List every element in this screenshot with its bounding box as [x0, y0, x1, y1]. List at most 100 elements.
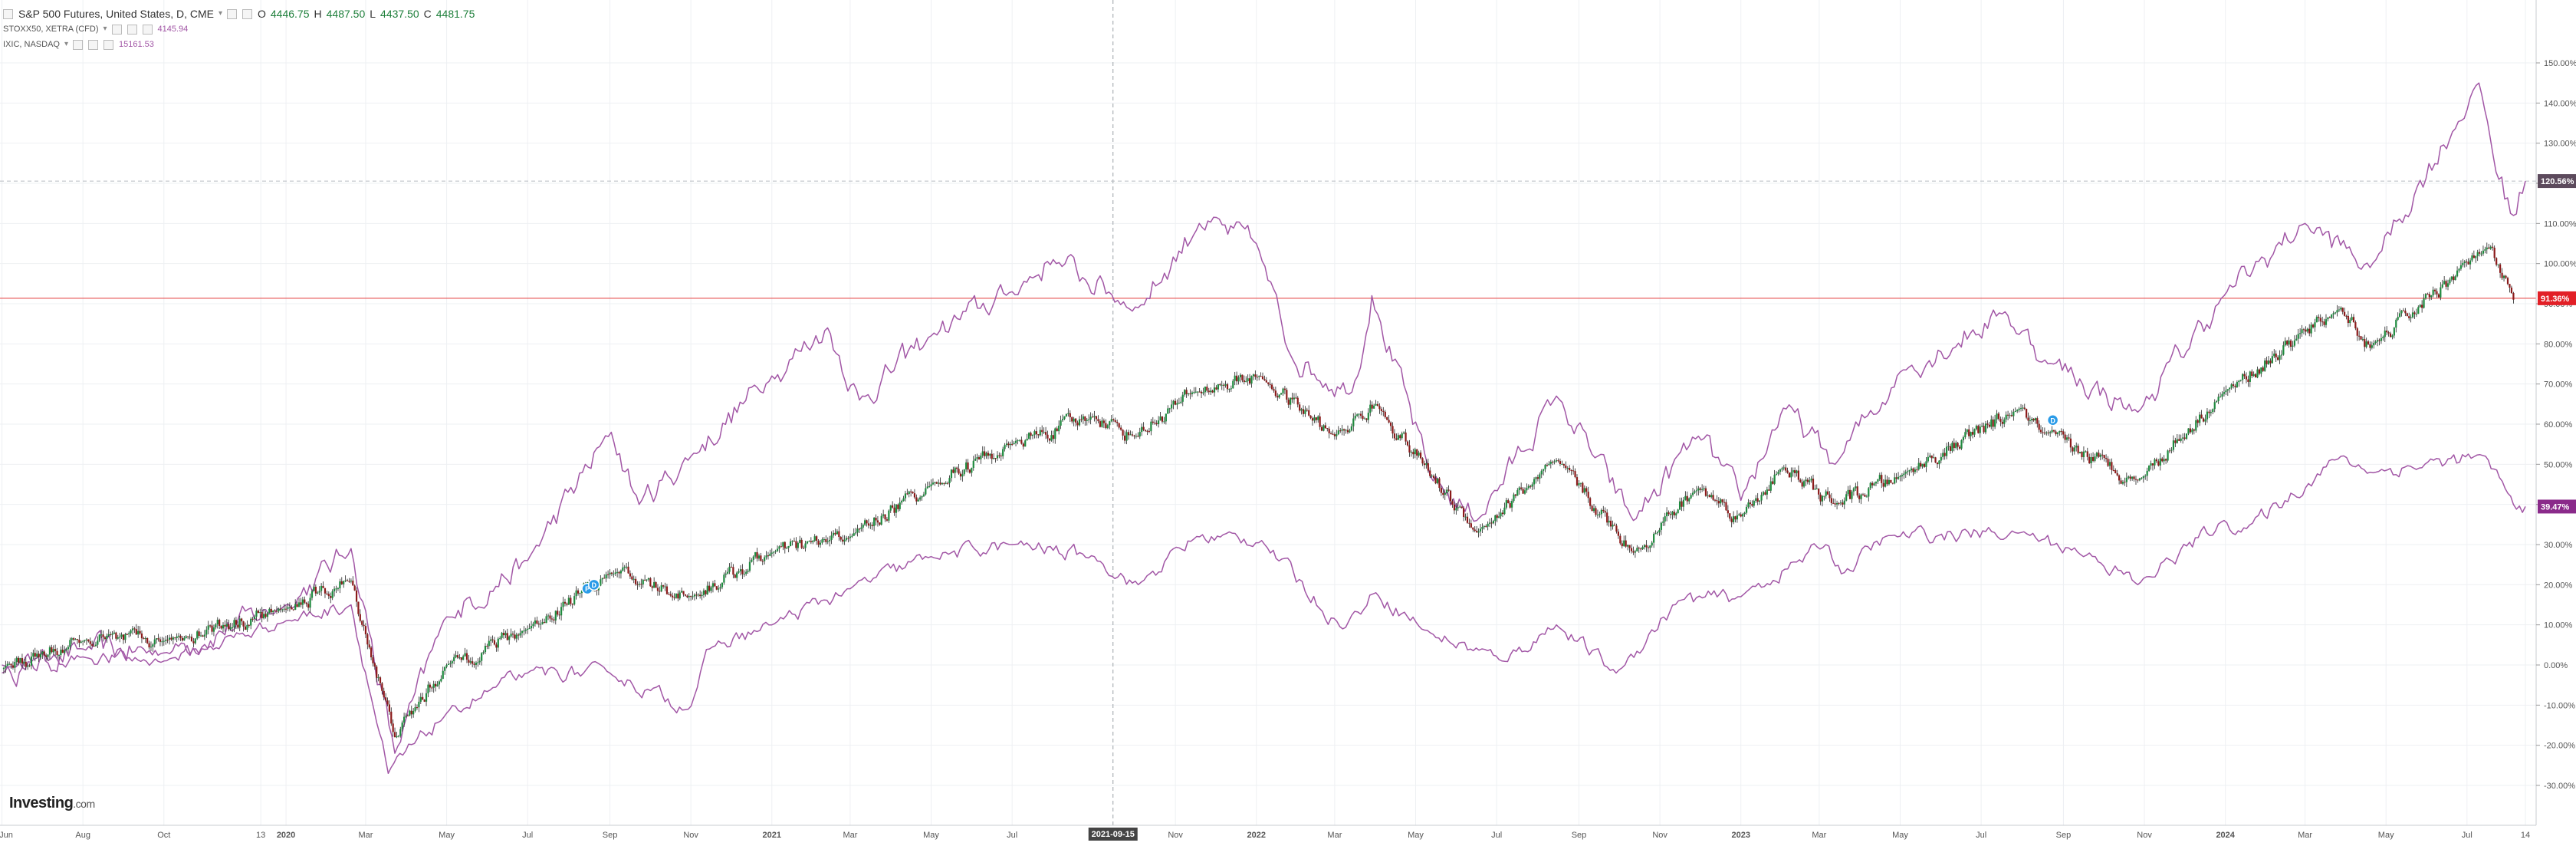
candle-body: [2343, 311, 2346, 316]
candle-body: [1951, 443, 1953, 451]
candle-body: [181, 637, 184, 640]
candle-body: [432, 683, 435, 688]
candle-body: [1812, 479, 1815, 490]
chevron-down-icon[interactable]: ▾: [218, 9, 222, 18]
candle-body: [2297, 334, 2299, 339]
candle-body: [353, 585, 356, 591]
candle-body: [2138, 478, 2141, 481]
candle-body: [530, 626, 533, 629]
candle-body: [1802, 481, 1806, 487]
time-axis[interactable]: Jun Aug Oct 13 2020 Mar May Jul Sep Nov 2021 Mar May…: [0, 825, 2536, 841]
candle-body: [1708, 495, 1710, 498]
candle-body: [1617, 532, 1619, 536]
candle-body: [899, 502, 901, 509]
candle-body: [1860, 494, 1862, 499]
candle-body: [622, 567, 624, 571]
candle-body: [2238, 380, 2240, 383]
candle-body: [1382, 410, 1385, 412]
chevron-down-icon[interactable]: ▾: [64, 40, 68, 48]
candle-body: [71, 638, 73, 640]
candle-body: [678, 592, 681, 599]
candle-body: [1917, 463, 1920, 470]
candle-body: [224, 624, 226, 627]
candle-body: [858, 528, 861, 530]
candle-body: [732, 567, 734, 575]
close-icon[interactable]: [142, 24, 153, 35]
candle-body: [1600, 509, 1602, 515]
eye-icon[interactable]: [88, 39, 98, 50]
candle-body: [2157, 461, 2160, 466]
candle-body: [1884, 479, 1887, 487]
candle-body: [2301, 329, 2303, 334]
candle-body: [978, 457, 981, 459]
grid-layer: [0, 0, 2536, 825]
candle-body: [1953, 443, 1955, 449]
y-tick-label: 80.00%: [2544, 340, 2573, 349]
settings-icon[interactable]: [73, 39, 83, 50]
candle-body: [1365, 418, 1368, 420]
chevron-down-icon[interactable]: ▾: [103, 25, 107, 33]
candle-body: [409, 710, 411, 716]
candle-body: [2493, 247, 2496, 258]
settings-icon[interactable]: [227, 8, 237, 19]
settings-icon[interactable]: [111, 24, 122, 35]
candle-body: [1228, 388, 1230, 390]
candle-body: [1823, 495, 1825, 497]
candle-body: [1084, 416, 1086, 421]
candle-body: [765, 555, 767, 558]
eye-icon[interactable]: [127, 24, 137, 35]
candle-body: [504, 633, 507, 636]
candle-body: [2003, 419, 2006, 424]
candle-body: [373, 663, 376, 667]
candle-body: [74, 639, 77, 640]
candle-body: [2436, 291, 2438, 295]
candle-body: [1578, 483, 1580, 486]
candle-body: [2459, 265, 2463, 269]
candle-body: [888, 510, 890, 521]
candle-body: [313, 586, 315, 591]
candle-body: [2488, 247, 2490, 249]
candle-body: [207, 625, 209, 630]
candle-body: [198, 631, 200, 637]
candle-body: [47, 654, 49, 657]
candle-body: [1315, 417, 1317, 420]
candle-body: [1007, 443, 1010, 446]
candle-body: [1977, 426, 1980, 433]
candle-body: [690, 596, 692, 597]
candle-body: [185, 636, 187, 638]
candle-body: [1630, 548, 1633, 551]
candle-body: [339, 581, 341, 589]
event-marker-icon[interactable]: [2046, 414, 2059, 426]
collapse-legend-icon[interactable]: [3, 8, 13, 19]
price-axis[interactable]: -30.00% -20.00% -10.00% 0.00% 10.00% 20.00% 30…: [2535, 0, 2576, 842]
close-icon[interactable]: [104, 39, 113, 50]
candle-body: [1217, 384, 1219, 390]
candle-body: [1181, 394, 1184, 402]
candle-body: [705, 590, 707, 594]
eye-icon[interactable]: [242, 8, 252, 19]
candle-body: [2075, 446, 2078, 448]
candle-body: [32, 653, 34, 657]
candle-body: [1336, 434, 1338, 436]
candle-body: [255, 611, 258, 617]
series-line-ixic: [2, 82, 2526, 754]
legend-overlay-row[interactable]: IXIC, NASDAQ ▾ 15161.53: [3, 37, 475, 52]
candle-body: [1664, 516, 1666, 522]
candle-body: [1324, 425, 1326, 429]
legend-main-row[interactable]: S&P 500 Futures, United States, D, CME ▾…: [3, 6, 475, 21]
candle-body: [386, 700, 389, 705]
candle-body: [2155, 459, 2157, 462]
candle-body: [368, 644, 370, 648]
candle-body: [860, 527, 863, 529]
candle-body: [1221, 384, 1223, 386]
candle-body: [146, 637, 149, 644]
event-marker-icon[interactable]: [588, 578, 600, 591]
candle-body: [478, 660, 481, 663]
candle-body: [672, 595, 674, 597]
candle-body: [2387, 332, 2390, 334]
candle-body: [2031, 419, 2033, 421]
legend-overlay-row[interactable]: STOXX50, XETRA (CFD) ▾ 4145.94: [3, 21, 475, 37]
candle-body: [527, 628, 529, 630]
